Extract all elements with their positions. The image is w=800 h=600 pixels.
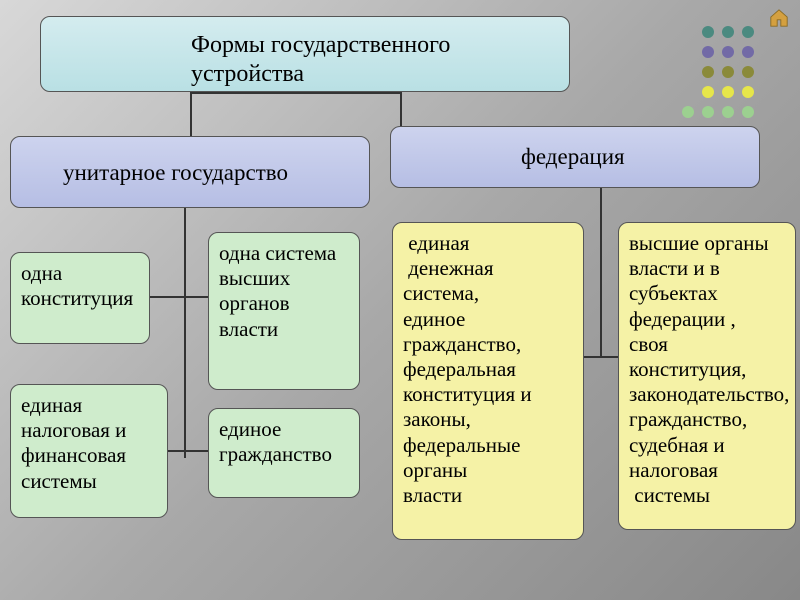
connector (190, 92, 192, 136)
leaf-l3: единая налоговая и финансовая системы (10, 384, 168, 518)
connector (150, 296, 184, 298)
root-label: Формы государственного устройства (51, 25, 559, 89)
dot (682, 106, 694, 118)
dot-row (702, 86, 754, 98)
branch-right-label: федерация (401, 135, 749, 171)
dot (742, 26, 754, 38)
branch-left-label: унитарное государство (21, 145, 359, 187)
leaf-l4: единое гражданство (208, 408, 360, 498)
leaf-l2: одна система высших органов власти (208, 232, 360, 390)
leaf-r1: единая денежная система, единое гражданс… (392, 222, 584, 540)
home-icon[interactable] (768, 8, 790, 28)
dot-row (702, 46, 754, 58)
root-node: Формы государственного устройства (40, 16, 570, 92)
dot (742, 66, 754, 78)
dot (702, 66, 714, 78)
leaf-l4-label: единое гражданство (219, 417, 349, 467)
dot-row (702, 26, 754, 38)
connector (190, 92, 402, 94)
connector (168, 450, 184, 452)
branch-left: унитарное государство (10, 136, 370, 208)
dot (742, 46, 754, 58)
leaf-r2-label: высшие органы власти и в субъектах федер… (629, 231, 785, 508)
dot (742, 86, 754, 98)
leaf-l3-label: единая налоговая и финансовая системы (21, 393, 157, 494)
dot (702, 46, 714, 58)
connector (400, 92, 402, 126)
branch-right: федерация (390, 126, 760, 188)
dot (702, 26, 714, 38)
dot (722, 66, 734, 78)
dot (702, 106, 714, 118)
leaf-r2: высшие органы власти и в субъектах федер… (618, 222, 796, 530)
dot (742, 106, 754, 118)
leaf-l1-label: одна конституция (21, 261, 139, 311)
leaf-l1: одна конституция (10, 252, 150, 344)
dot (722, 46, 734, 58)
leaf-l2-label: одна система высших органов власти (219, 241, 349, 342)
connector (600, 188, 602, 358)
dot-row (682, 106, 754, 118)
connector (186, 296, 208, 298)
dot (722, 106, 734, 118)
leaf-r1-label: единая денежная система, единое гражданс… (403, 231, 573, 508)
dot (702, 86, 714, 98)
dot-row (702, 66, 754, 78)
connector (584, 356, 600, 358)
slide: Формы государственного устройства унитар… (0, 0, 800, 600)
connector (184, 208, 186, 458)
dot (722, 86, 734, 98)
connector (186, 450, 208, 452)
connector (602, 356, 618, 358)
dot (722, 26, 734, 38)
